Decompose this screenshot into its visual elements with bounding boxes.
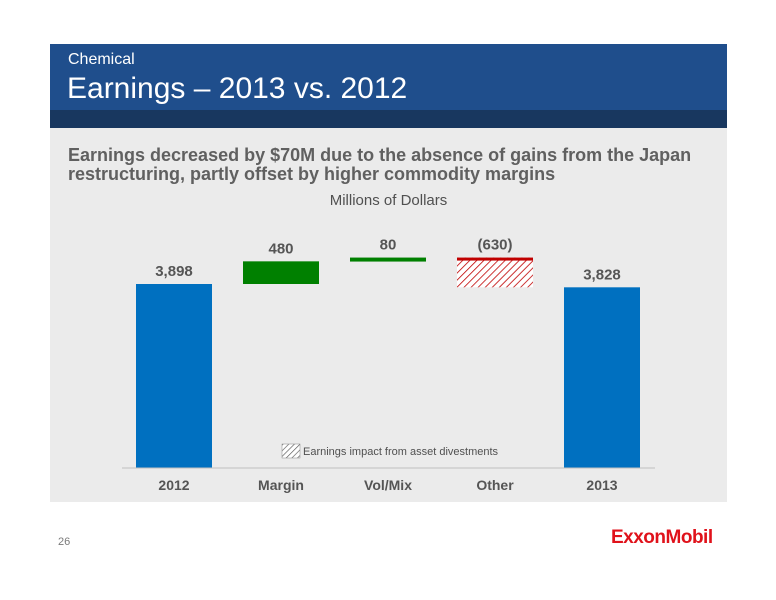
value-label-vol-mix: 80 <box>380 237 397 254</box>
legend: Earnings impact from asset divestments <box>281 443 499 459</box>
headline: Earnings decreased by $70M due to the ab… <box>68 145 692 184</box>
category-label-vol-mix: Vol/Mix <box>364 477 412 493</box>
category-label-2012: 2012 <box>158 477 189 493</box>
bar-2012 <box>136 284 212 468</box>
bar-vol-mix <box>350 257 426 262</box>
category-label-2013: 2013 <box>586 477 617 493</box>
page-number: 26 <box>58 536 71 548</box>
legend-label: Earnings impact from asset divestments <box>303 446 499 458</box>
section-subtitle: Chemical <box>68 51 135 68</box>
chart-labels: 3,898 2012 480 Margin 80 Vol/Mix (630) Other 3,8… <box>155 237 621 493</box>
category-label-other: Other <box>476 477 514 493</box>
value-label-margin: 480 <box>268 240 293 257</box>
slide-title: Earnings – 2013 vs. 2012 <box>67 72 408 105</box>
value-label-2013: 3,828 <box>583 266 621 283</box>
title-band <box>50 110 727 128</box>
title-bar: Chemical Earnings – 2013 vs. 2012 <box>50 44 727 110</box>
exxonmobil-logo: ExxonMobil <box>611 527 713 548</box>
bar-2013 <box>564 287 640 468</box>
value-label-other: (630) <box>477 237 512 254</box>
category-label-margin: Margin <box>258 477 304 493</box>
y-axis-label: Millions of Dollars <box>329 192 448 209</box>
bar-other <box>457 257 533 288</box>
bar-cap-other <box>457 257 533 261</box>
chart-bars <box>136 257 640 468</box>
legend-swatch <box>281 443 301 459</box>
bar-margin <box>243 261 319 284</box>
waterfall-chart: 3,898 2012 480 Margin 80 Vol/Mix (630) Other 3,8… <box>122 237 655 493</box>
value-label-2012: 3,898 <box>155 263 193 280</box>
